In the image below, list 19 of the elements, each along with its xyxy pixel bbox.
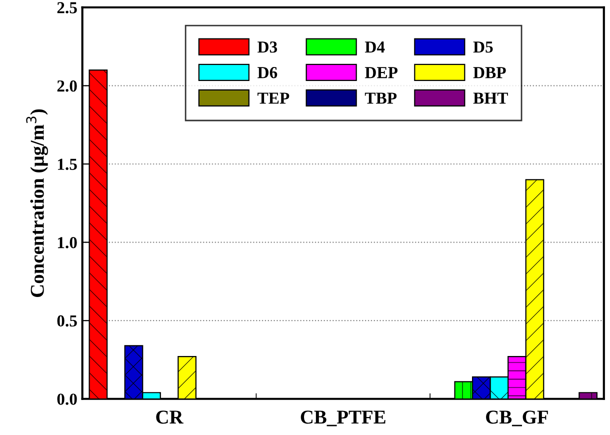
legend-label: D4 xyxy=(364,42,385,53)
legend-label: D5 xyxy=(473,42,493,53)
legend-label: TEP xyxy=(258,92,290,104)
x-tick-label: CB_GF xyxy=(486,410,548,426)
y-tick-label: 2.5 xyxy=(57,2,77,14)
legend-label: D3 xyxy=(258,41,278,53)
legend-label: DBP xyxy=(473,67,506,78)
y-axis-title: Concentration (μg/m$^{3}$) xyxy=(26,109,48,297)
y-tick-label: 0.5 xyxy=(57,315,77,327)
y-tick-label: 1.0 xyxy=(58,236,77,248)
x-tick-label: CR xyxy=(156,410,184,424)
x-tick-label: CB_PTFE xyxy=(300,410,386,426)
y-tick-label: 2.0 xyxy=(57,80,77,92)
legend-label: D6 xyxy=(258,67,278,78)
y-tick-label: 0.0 xyxy=(57,394,77,405)
legend-label: BHT xyxy=(473,92,508,104)
legend-label: DEP xyxy=(364,67,398,78)
legend-label: TBP xyxy=(364,92,397,104)
y-tick-label: 1.5 xyxy=(58,158,77,170)
